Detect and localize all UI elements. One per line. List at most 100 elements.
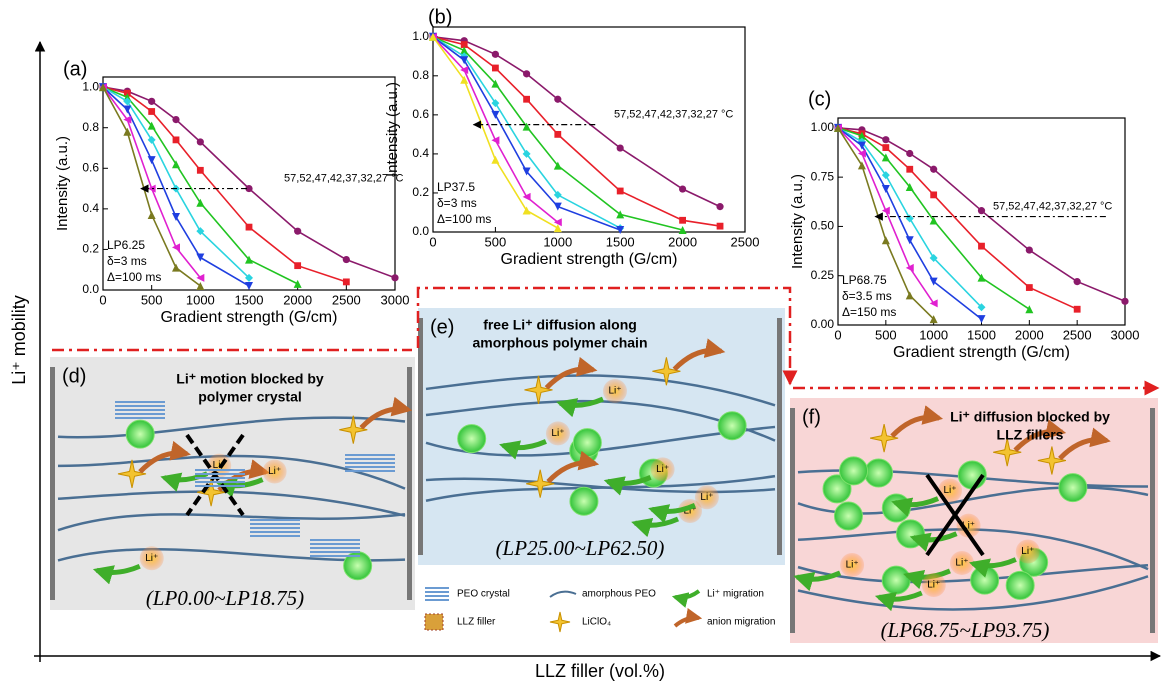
decay-curve — [102, 86, 347, 283]
legend-label: amorphous PEO — [582, 589, 656, 600]
data-point — [834, 123, 842, 132]
llz-filler — [864, 458, 894, 488]
data-point — [616, 187, 624, 195]
decay-curve — [432, 36, 621, 231]
sample-info: LP68.75 — [842, 273, 887, 287]
li-migration-arrow — [603, 475, 652, 496]
x-tick-label: 1500 — [967, 327, 996, 342]
sample-info: Δ=100 ms — [437, 212, 491, 226]
electrode — [418, 318, 423, 555]
data-point — [172, 136, 180, 144]
data-point — [881, 184, 890, 193]
y-tick-label: 1.00 — [811, 120, 835, 134]
data-point — [522, 206, 531, 215]
decay-curve — [102, 86, 250, 287]
data-point — [906, 165, 914, 173]
x-tick-label: 3000 — [1111, 327, 1140, 342]
anion-arrow — [1058, 427, 1111, 461]
sample-info: Δ=150 ms — [842, 305, 896, 319]
y-axis-label: Intensity (a.u.) — [384, 82, 401, 177]
data-point — [491, 99, 500, 108]
panel-label: (b) — [428, 6, 452, 28]
x-tick-label: 500 — [875, 327, 897, 342]
llz-filler — [833, 501, 863, 531]
y-tick-label: 0.0 — [82, 282, 99, 296]
data-point — [491, 79, 500, 88]
data-point — [554, 95, 562, 103]
data-point — [522, 167, 531, 176]
data-point — [148, 108, 156, 115]
li-migration-arrow — [793, 570, 842, 592]
data-point — [196, 166, 204, 174]
data-point — [1025, 246, 1033, 254]
y-tick-label: 0.6 — [82, 160, 99, 174]
data-point — [881, 236, 890, 245]
x-tick-label: 1500 — [235, 292, 264, 307]
data-point — [99, 83, 107, 92]
data-point — [196, 281, 205, 290]
x-tick-label: 0 — [429, 234, 436, 249]
x-tick-label: 2500 — [1063, 327, 1092, 342]
data-point — [977, 315, 986, 324]
data-point — [905, 291, 914, 300]
licl-star — [339, 415, 368, 444]
data-point — [460, 46, 469, 55]
li-migration-arrow — [909, 531, 958, 552]
li-glow — [545, 421, 570, 446]
y-tick-label: 1.0 — [82, 79, 99, 93]
licl-star — [1037, 446, 1067, 475]
anion-arrow — [544, 356, 598, 390]
data-point — [294, 227, 302, 235]
data-point — [245, 255, 253, 264]
data-point — [523, 95, 530, 103]
legend-label: LLZ filler — [457, 617, 496, 628]
decay-curve — [837, 127, 1078, 310]
panel-text: polymer crystal — [198, 389, 302, 405]
data-point — [196, 253, 205, 262]
legend-label: LiClO₄ — [582, 617, 611, 628]
panel-text: Li⁺ diffusion blocked by — [950, 409, 1110, 425]
li-ion: Li⁺ — [846, 560, 859, 571]
sample-info: Δ=100 ms — [107, 270, 161, 284]
data-point — [460, 65, 469, 74]
li-ion: Li⁺ — [955, 558, 968, 569]
li-migration-arrow — [499, 439, 547, 460]
legend-icon — [424, 613, 444, 631]
data-point — [978, 242, 985, 250]
data-point — [905, 214, 914, 223]
panel-label: (f) — [802, 406, 821, 428]
li-ion: Li⁺ — [268, 466, 281, 477]
data-point — [294, 262, 302, 270]
data-point — [882, 136, 890, 144]
y-axis-label: Intensity (a.u.) — [54, 136, 71, 231]
data-point — [196, 138, 204, 146]
data-point — [147, 184, 156, 193]
data-point — [523, 70, 531, 78]
li-glow — [650, 457, 675, 482]
data-point — [977, 273, 986, 282]
data-point — [930, 191, 938, 199]
li-glow — [262, 459, 287, 484]
li-migration-arrow — [92, 563, 141, 585]
data-point — [172, 263, 180, 272]
anion-arrow — [546, 450, 600, 484]
y-tick-label: 0.2 — [82, 242, 99, 256]
data-point — [196, 273, 205, 282]
y-tick-label: 0.2 — [412, 185, 429, 199]
data-point — [172, 243, 180, 252]
li-glow — [139, 546, 164, 571]
y-tick-label: 0.6 — [412, 107, 429, 121]
data-point — [172, 116, 180, 124]
panel-label: (e) — [430, 316, 454, 338]
data-point — [616, 226, 625, 235]
data-point — [882, 144, 890, 151]
anion-arrow — [138, 440, 191, 474]
data-point — [460, 41, 468, 48]
li-migration-arrow — [556, 396, 604, 418]
llz-filler — [569, 486, 599, 516]
data-point — [1025, 305, 1034, 314]
legend-icon — [549, 590, 577, 598]
li-ion: Li⁺ — [1021, 546, 1034, 557]
temperature-annotation: 57,52,47,42,37,32,27 °C — [284, 172, 403, 184]
data-point — [491, 155, 500, 164]
